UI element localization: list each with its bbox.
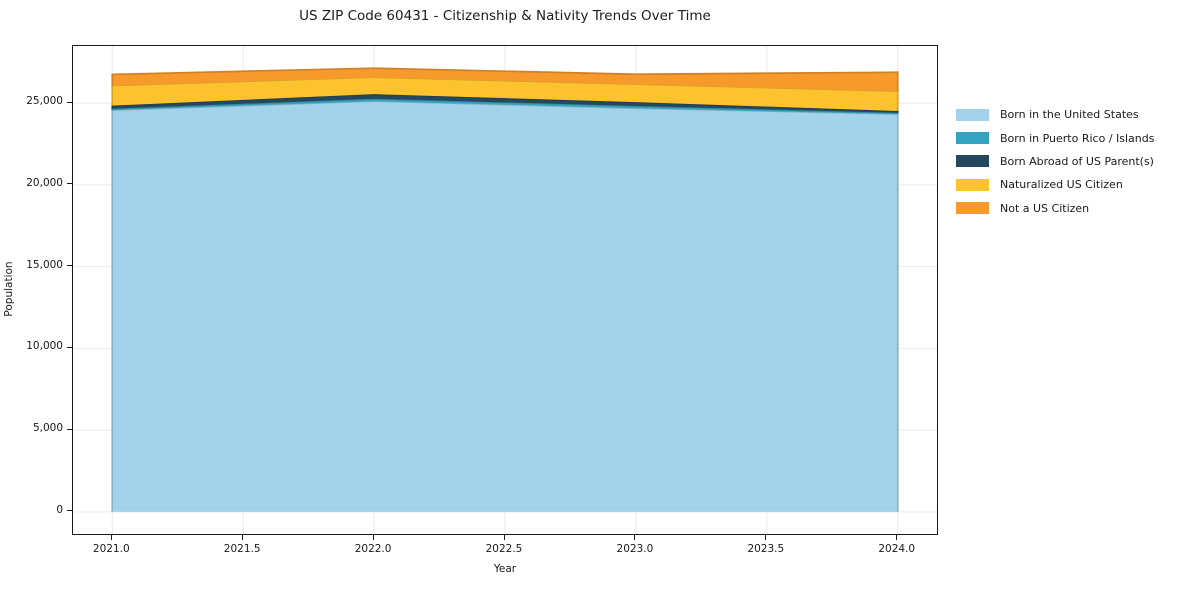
y-tick-mark (67, 428, 72, 430)
legend-item: Naturalized US Citizen (956, 173, 1154, 196)
legend-swatch (956, 108, 989, 121)
x-tick-label: 2024.0 (878, 543, 916, 555)
x-tick-mark (241, 535, 243, 540)
x-tick-label: 2021.5 (223, 543, 261, 555)
legend-swatch (956, 132, 989, 145)
legend-swatch (956, 178, 989, 191)
x-tick-label: 2022.5 (485, 543, 523, 555)
y-tick-mark (67, 510, 72, 512)
legend-item: Not a US Citizen (956, 197, 1154, 220)
x-tick-mark (372, 535, 374, 540)
legend-label: Born in the United States (1000, 108, 1139, 122)
x-tick-label: 2021.0 (92, 543, 130, 555)
x-tick-mark (634, 535, 636, 540)
x-tick-label: 2023.5 (747, 543, 785, 555)
legend: Born in the United States Born in Puerto … (956, 103, 1154, 220)
x-tick-mark (503, 535, 505, 540)
legend-label: Not a US Citizen (1000, 201, 1090, 215)
x-axis-label: Year (493, 563, 517, 575)
area-born-in-the-united-states (112, 101, 898, 512)
y-tick-mark (67, 346, 72, 348)
chart-title: US ZIP Code 60431 - Citizenship & Nativi… (299, 8, 711, 24)
area-born-in-puerto-rico-islands (112, 98, 898, 115)
y-tick-mark (67, 101, 72, 103)
area-naturalized-us-citizen (112, 77, 898, 112)
y-tick-label: 15,000 (26, 258, 63, 271)
area-born-abroad-of-us-parent-s- (112, 94, 898, 113)
y-axis-label: Population (3, 261, 15, 317)
x-tick-mark (110, 535, 112, 540)
legend-item: Born Abroad of US Parent(s) (956, 150, 1154, 173)
y-tick-mark (67, 265, 72, 267)
area-edge (111, 67, 899, 92)
legend-label: Naturalized US Citizen (1000, 178, 1123, 192)
y-tick-label: 10,000 (26, 340, 63, 353)
y-tick-label: 5,000 (32, 422, 63, 435)
legend-label: Born in Puerto Rico / Islands (1000, 131, 1155, 145)
y-tick-label: 25,000 (26, 95, 63, 108)
plot-area (72, 45, 938, 535)
y-tick-label: 0 (56, 503, 63, 516)
x-tick-label: 2023.0 (616, 543, 654, 555)
legend-swatch (956, 202, 989, 215)
y-tick-mark (67, 183, 72, 185)
area-edge (111, 100, 899, 512)
y-tick-label: 20,000 (26, 176, 63, 189)
x-tick-mark (896, 535, 898, 540)
area-edge (111, 93, 899, 113)
x-tick-mark (765, 535, 767, 540)
legend-item: Born in Puerto Rico / Islands (956, 126, 1154, 149)
stacked-area-chart (73, 46, 937, 534)
x-tick-label: 2022.0 (354, 543, 392, 555)
legend-item: Born in the United States (956, 103, 1154, 126)
legend-label: Born Abroad of US Parent(s) (1000, 154, 1154, 168)
legend-swatch (956, 155, 989, 168)
